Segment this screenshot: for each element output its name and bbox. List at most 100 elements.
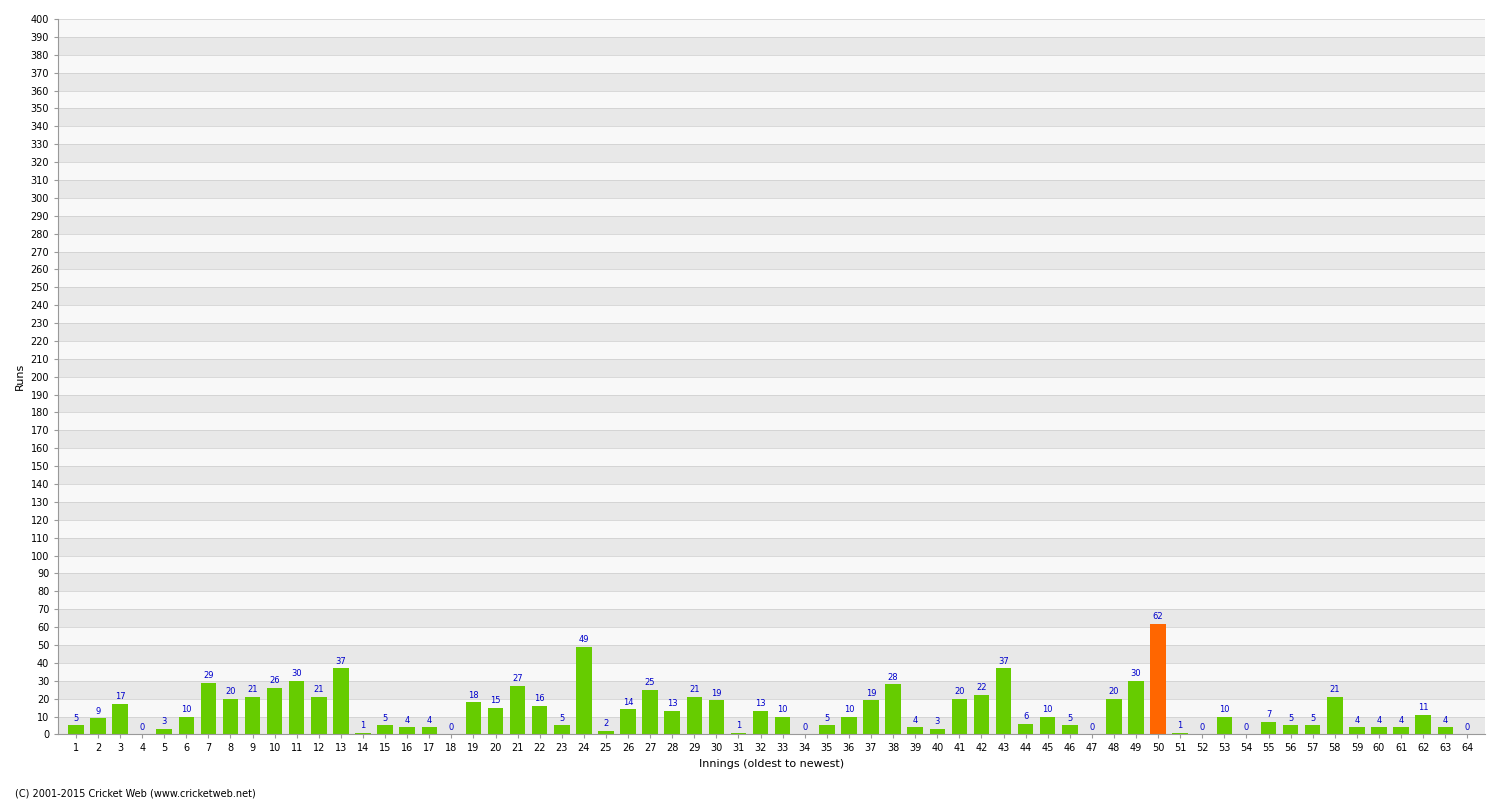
Bar <box>178 717 194 734</box>
Bar <box>664 711 680 734</box>
Bar <box>58 466 1485 484</box>
Text: 9: 9 <box>96 706 100 716</box>
Text: 27: 27 <box>513 674 523 683</box>
Bar <box>1282 726 1299 734</box>
Text: 5: 5 <box>1288 714 1293 722</box>
Text: 4: 4 <box>1354 715 1359 725</box>
Text: 10: 10 <box>1042 705 1053 714</box>
Text: 17: 17 <box>114 692 126 702</box>
Text: 11: 11 <box>1418 703 1428 712</box>
Text: 7: 7 <box>1266 710 1270 719</box>
Bar <box>1305 726 1320 734</box>
Bar <box>1394 727 1408 734</box>
Bar <box>333 668 348 734</box>
Bar <box>730 733 746 734</box>
Text: 4: 4 <box>1377 715 1382 725</box>
Text: 13: 13 <box>754 699 766 709</box>
Text: 19: 19 <box>711 689 722 698</box>
Bar <box>532 706 548 734</box>
Bar <box>58 37 1485 54</box>
Text: 1: 1 <box>360 721 366 730</box>
Text: 0: 0 <box>1089 722 1095 732</box>
Bar <box>58 413 1485 430</box>
Bar <box>554 726 570 734</box>
Bar <box>510 686 525 734</box>
Text: 26: 26 <box>270 676 280 686</box>
Bar <box>290 681 304 734</box>
Bar <box>1216 717 1231 734</box>
Text: 1: 1 <box>1178 721 1184 730</box>
Bar <box>58 591 1485 610</box>
Bar <box>310 697 327 734</box>
Bar <box>1128 681 1144 734</box>
Bar <box>1262 722 1276 734</box>
Bar <box>58 555 1485 574</box>
Bar <box>687 697 702 734</box>
Bar <box>996 668 1011 734</box>
Text: 62: 62 <box>1154 612 1164 621</box>
Bar <box>1416 714 1431 734</box>
Text: 3: 3 <box>934 718 940 726</box>
Bar <box>58 198 1485 216</box>
Text: 10: 10 <box>1220 705 1230 714</box>
Text: 21: 21 <box>248 685 258 694</box>
Bar <box>58 645 1485 663</box>
Text: 0: 0 <box>1244 722 1250 732</box>
Bar <box>1173 733 1188 734</box>
Bar <box>58 109 1485 126</box>
Bar <box>90 718 105 734</box>
Text: 10: 10 <box>182 705 192 714</box>
Bar <box>58 430 1485 448</box>
Text: 0: 0 <box>1464 722 1470 732</box>
Text: 16: 16 <box>534 694 544 703</box>
Bar <box>58 377 1485 394</box>
Bar <box>58 448 1485 466</box>
Text: 2: 2 <box>603 719 609 728</box>
Bar <box>842 717 856 734</box>
Bar <box>1371 727 1386 734</box>
Text: 15: 15 <box>490 696 501 705</box>
Bar <box>201 682 216 734</box>
Text: 1: 1 <box>736 721 741 730</box>
Text: 20: 20 <box>225 687 236 696</box>
Text: 0: 0 <box>448 722 454 732</box>
Bar <box>156 729 172 734</box>
Text: 25: 25 <box>645 678 656 687</box>
Bar <box>58 270 1485 287</box>
Text: 4: 4 <box>1443 715 1448 725</box>
Bar <box>58 126 1485 144</box>
Text: 49: 49 <box>579 635 590 644</box>
Text: 10: 10 <box>843 705 854 714</box>
Bar <box>58 484 1485 502</box>
Bar <box>1106 698 1122 734</box>
Text: 13: 13 <box>668 699 678 709</box>
Bar <box>776 717 790 734</box>
Bar <box>58 234 1485 251</box>
X-axis label: Innings (oldest to newest): Innings (oldest to newest) <box>699 759 844 769</box>
Bar <box>58 90 1485 109</box>
Text: 4: 4 <box>405 715 410 725</box>
Text: 19: 19 <box>865 689 876 698</box>
Text: (C) 2001-2015 Cricket Web (www.cricketweb.net): (C) 2001-2015 Cricket Web (www.cricketwe… <box>15 788 255 798</box>
Text: 0: 0 <box>1200 722 1204 732</box>
Text: 5: 5 <box>1310 714 1316 722</box>
Text: 21: 21 <box>1329 685 1340 694</box>
Bar <box>58 717 1485 734</box>
Bar <box>465 702 482 734</box>
Bar <box>58 305 1485 323</box>
Text: 30: 30 <box>291 669 302 678</box>
Text: 18: 18 <box>468 690 478 699</box>
Y-axis label: Runs: Runs <box>15 363 26 390</box>
Text: 28: 28 <box>888 673 898 682</box>
Bar <box>908 727 922 734</box>
Bar <box>753 711 768 734</box>
Bar <box>58 681 1485 698</box>
Bar <box>642 690 658 734</box>
Bar <box>974 695 988 734</box>
Text: 29: 29 <box>202 671 213 680</box>
Bar <box>621 710 636 734</box>
Text: 5: 5 <box>1066 714 1072 722</box>
Text: 5: 5 <box>824 714 830 722</box>
Text: 3: 3 <box>162 718 166 726</box>
Bar <box>1062 726 1077 734</box>
